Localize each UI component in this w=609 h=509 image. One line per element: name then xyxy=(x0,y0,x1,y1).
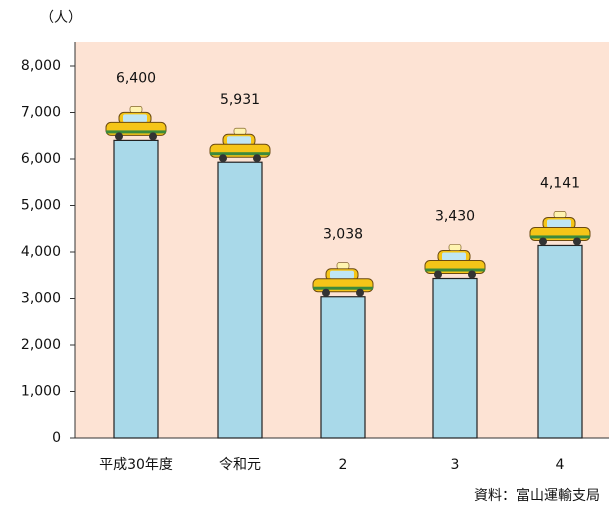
value-label: 3,430 xyxy=(435,209,475,225)
taxi-window xyxy=(547,219,571,228)
value-label: 5,931 xyxy=(220,92,260,108)
y-tick-label: 3,000 xyxy=(21,291,61,307)
taxi-icon xyxy=(424,244,486,279)
taxi-wheel xyxy=(539,237,547,246)
taxi-wheel xyxy=(356,288,364,297)
taxi-icon xyxy=(529,211,591,246)
taxi-wheel xyxy=(115,132,123,141)
taxi-stripe xyxy=(530,235,590,239)
x-tick-label: 2 xyxy=(339,457,348,473)
x-tick-label: 令和元 xyxy=(219,457,261,473)
taxi-wheel xyxy=(149,132,157,141)
taxi-body xyxy=(529,226,591,241)
taxi-icon xyxy=(105,106,167,141)
x-tick-label: 3 xyxy=(451,457,460,473)
y-tick-label: 7,000 xyxy=(21,105,61,121)
taxi-icon xyxy=(209,127,271,163)
taxi-wheel xyxy=(468,270,476,279)
taxi-window xyxy=(330,270,354,279)
taxi-wheel xyxy=(219,154,227,163)
y-tick-label: 5,000 xyxy=(21,198,61,214)
taxi-window xyxy=(442,252,466,261)
y-tick-label: 4,000 xyxy=(21,244,61,260)
taxi-wheel xyxy=(322,288,330,297)
y-tick-label: 0 xyxy=(52,430,61,446)
bar xyxy=(113,139,159,439)
x-tick-label: 4 xyxy=(556,457,565,473)
taxi-body xyxy=(312,278,374,293)
taxi-stripe xyxy=(106,130,166,134)
taxi-sign xyxy=(448,244,462,251)
value-label: 3,038 xyxy=(323,227,363,243)
x-tick-label: 平成30年度 xyxy=(99,457,173,473)
taxi-window xyxy=(123,114,147,123)
y-tick-label: 6,000 xyxy=(21,151,61,167)
taxi-wheel xyxy=(434,270,442,279)
value-label: 4,141 xyxy=(540,175,580,191)
y-tick-label: 2,000 xyxy=(21,337,61,353)
taxi-wheel xyxy=(253,154,261,163)
y-tick-label: 1,000 xyxy=(21,384,61,400)
taxi-sign xyxy=(336,262,350,270)
source: 資料：富山運輸支局 xyxy=(474,487,600,504)
taxi-stripe xyxy=(210,152,270,156)
unit-label: （人） xyxy=(40,10,82,26)
taxi-sign xyxy=(129,106,143,113)
bar xyxy=(320,296,366,439)
taxi-window xyxy=(227,136,251,145)
bar xyxy=(217,161,263,439)
bar xyxy=(537,244,583,439)
taxi-stripe xyxy=(313,286,373,290)
value-label: 6,400 xyxy=(116,70,156,86)
y-tick-label: 8,000 xyxy=(21,58,61,74)
taxi-body xyxy=(424,260,486,275)
taxi-body xyxy=(209,143,271,158)
taxi-icon xyxy=(312,262,374,297)
taxi-sign xyxy=(553,211,567,218)
taxi-wheel xyxy=(573,237,581,246)
taxi-stripe xyxy=(425,268,485,272)
taxi-body xyxy=(105,121,167,136)
taxi-sign xyxy=(233,127,247,135)
bar xyxy=(432,277,478,439)
